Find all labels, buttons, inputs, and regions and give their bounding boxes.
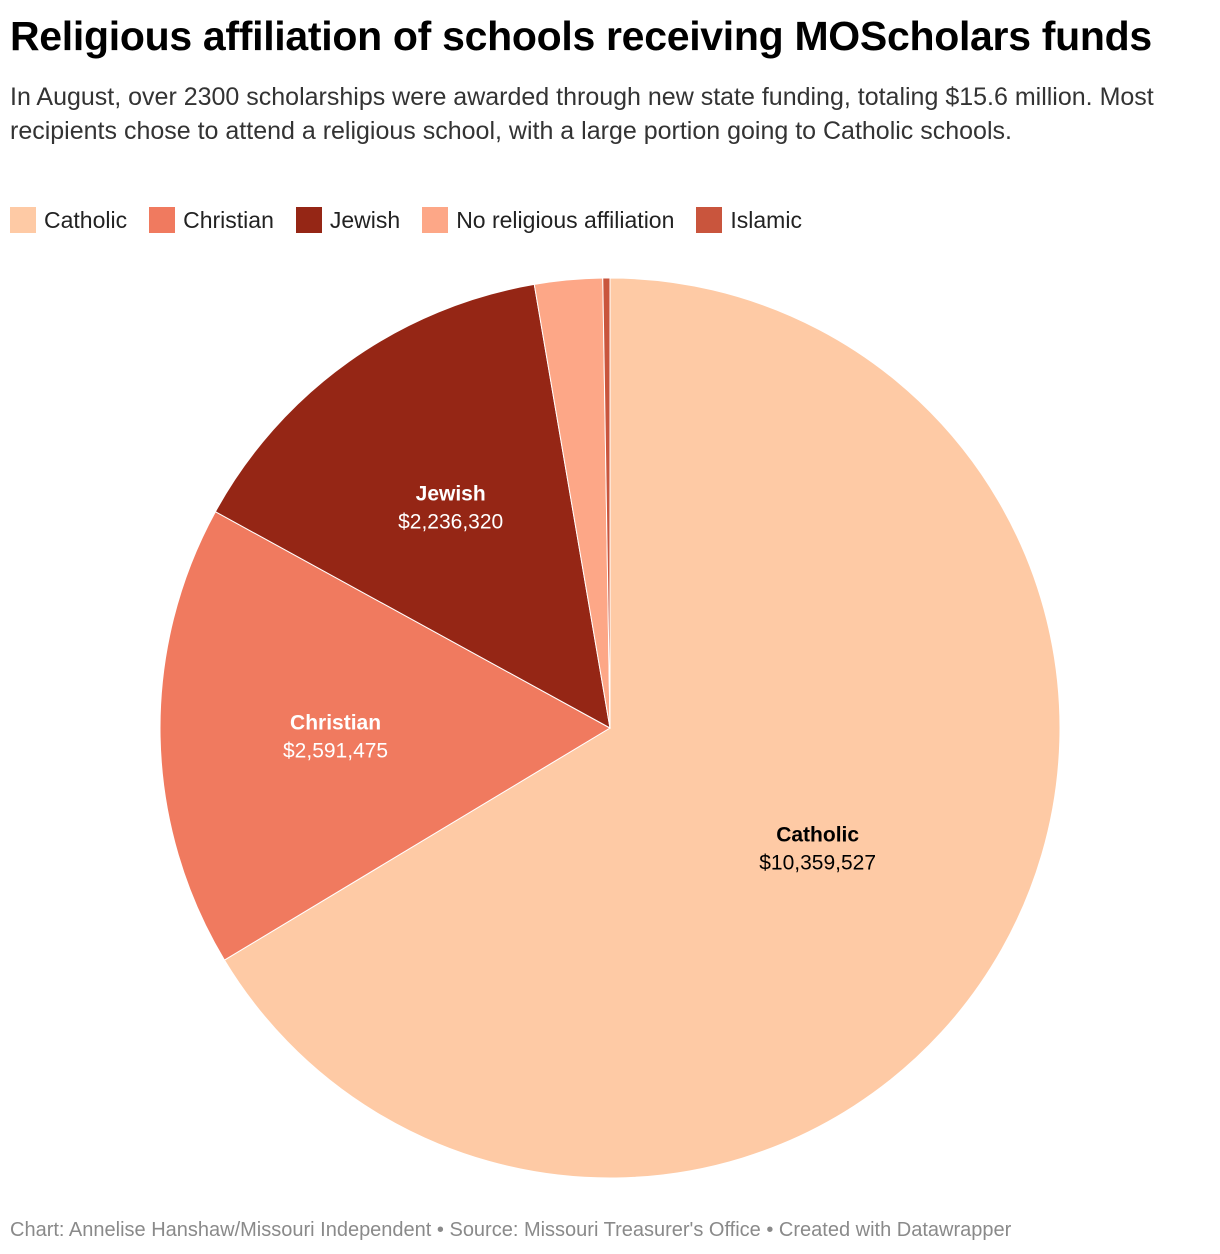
legend-item-catholic: Catholic <box>10 205 127 235</box>
legend-swatch <box>149 207 176 233</box>
chart-title: Religious affiliation of schools receivi… <box>10 13 1152 59</box>
pie-value-christian: $2,591,475 <box>283 740 388 763</box>
pie-value-jewish: $2,236,320 <box>398 510 503 533</box>
pie-value-catholic: $10,359,527 <box>759 851 876 874</box>
pie-slice-catholic <box>223 277 1061 1179</box>
pie-label-jewish: Jewish <box>416 482 486 505</box>
legend-swatch <box>422 207 449 233</box>
legend-item-christian: Christian <box>149 205 274 235</box>
pie-label-christian: Christian <box>290 712 381 735</box>
legend-item-no-religious-affiliation: No religious affiliation <box>422 205 674 235</box>
legend-label: Catholic <box>44 207 128 233</box>
pie-slice-jewish <box>214 283 611 729</box>
pie-chart: Catholic $10,359,527 Christian $2,591,475 Je… <box>159 277 1061 1179</box>
chart-source-credit: Chart: Annelise Hanshaw/Missouri Indepen… <box>10 1219 1012 1241</box>
legend-swatch <box>10 207 36 233</box>
legend-label: Jewish <box>329 207 401 233</box>
pie-slices <box>159 277 1061 1179</box>
legend-item-jewish: Jewish <box>295 205 401 235</box>
chart-subtitle: In August, over 2300 scholarships were a… <box>10 83 1154 145</box>
legend-label: No religious affiliation <box>456 207 675 233</box>
legend: Catholic Christian Jewish No religious a… <box>10 204 802 236</box>
legend-item-islamic: Islamic <box>696 205 802 235</box>
legend-swatch <box>696 207 723 233</box>
pie-slice-islamic <box>602 277 611 729</box>
legend-label: Christian <box>183 207 274 233</box>
pie-label-catholic: Catholic <box>776 823 859 846</box>
legend-label: Islamic <box>730 207 802 233</box>
legend-swatch <box>295 207 322 233</box>
pie-slice-christian <box>159 511 612 961</box>
pie-labels: Catholic $10,359,527 Christian $2,591,475 Je… <box>283 482 876 874</box>
